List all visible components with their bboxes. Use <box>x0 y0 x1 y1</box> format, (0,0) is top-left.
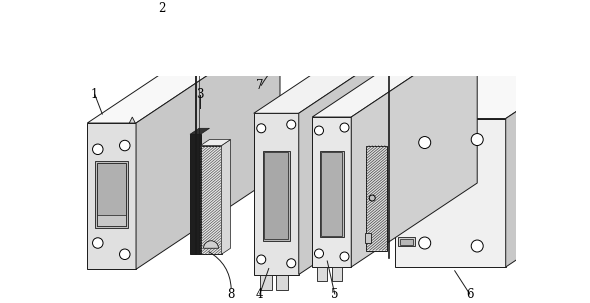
FancyArrowPatch shape <box>209 252 231 288</box>
Circle shape <box>314 126 323 135</box>
Polygon shape <box>332 267 342 281</box>
Polygon shape <box>365 232 371 243</box>
Circle shape <box>340 123 349 132</box>
Polygon shape <box>190 134 201 254</box>
Text: 5: 5 <box>331 288 339 301</box>
Text: 2: 2 <box>159 2 166 15</box>
Circle shape <box>257 124 266 133</box>
Circle shape <box>93 144 103 155</box>
Polygon shape <box>87 123 136 269</box>
FancyArrowPatch shape <box>261 5 386 85</box>
Circle shape <box>471 134 483 145</box>
Text: 1: 1 <box>91 88 99 101</box>
Text: 8: 8 <box>228 288 235 301</box>
Polygon shape <box>221 140 231 254</box>
Polygon shape <box>400 238 414 245</box>
Circle shape <box>340 252 349 261</box>
Text: 3: 3 <box>196 88 204 101</box>
Circle shape <box>369 195 375 201</box>
Polygon shape <box>506 11 590 267</box>
Circle shape <box>471 240 483 252</box>
Polygon shape <box>317 267 327 281</box>
Polygon shape <box>87 27 280 123</box>
Circle shape <box>257 255 266 264</box>
Polygon shape <box>201 145 221 254</box>
Text: 7: 7 <box>256 79 264 92</box>
Polygon shape <box>129 117 135 123</box>
Polygon shape <box>263 151 290 241</box>
Polygon shape <box>276 275 289 289</box>
Polygon shape <box>136 27 280 269</box>
Polygon shape <box>97 215 126 226</box>
Polygon shape <box>299 29 425 275</box>
Polygon shape <box>95 161 128 228</box>
Polygon shape <box>201 140 231 145</box>
Polygon shape <box>190 128 209 134</box>
Polygon shape <box>254 29 425 113</box>
Circle shape <box>287 259 296 268</box>
Polygon shape <box>260 275 272 289</box>
Circle shape <box>314 249 323 258</box>
Circle shape <box>419 237 431 249</box>
Polygon shape <box>97 163 126 226</box>
Circle shape <box>93 238 103 248</box>
Wedge shape <box>204 241 218 248</box>
Polygon shape <box>321 152 342 235</box>
Circle shape <box>120 140 130 151</box>
Polygon shape <box>312 117 351 267</box>
Circle shape <box>287 120 296 129</box>
Polygon shape <box>351 33 477 267</box>
Circle shape <box>120 249 130 259</box>
Polygon shape <box>366 145 387 251</box>
Text: 6: 6 <box>466 288 473 301</box>
Polygon shape <box>254 113 299 275</box>
Polygon shape <box>264 152 289 239</box>
Polygon shape <box>395 118 506 267</box>
Circle shape <box>419 137 431 148</box>
Polygon shape <box>312 33 477 117</box>
Text: 4: 4 <box>256 288 264 301</box>
Polygon shape <box>320 151 344 237</box>
Polygon shape <box>398 237 415 246</box>
Polygon shape <box>395 11 590 118</box>
